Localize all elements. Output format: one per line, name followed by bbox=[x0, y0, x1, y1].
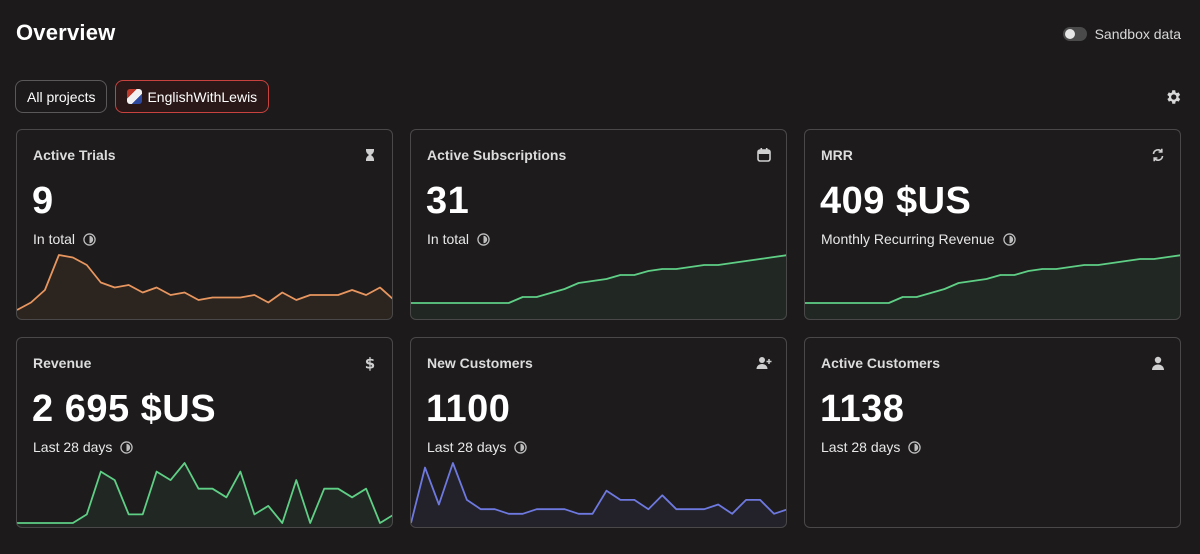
card-subtitle: Last 28 days bbox=[427, 439, 528, 455]
info-icon[interactable] bbox=[908, 440, 922, 454]
filter-all-projects[interactable]: All projects bbox=[15, 80, 108, 113]
sparkline-line bbox=[17, 254, 392, 311]
calendar-icon bbox=[757, 148, 771, 162]
filter-label: All projects bbox=[27, 88, 96, 105]
card-title: Active Trials bbox=[33, 147, 116, 163]
svg-text:$: $ bbox=[365, 355, 375, 371]
project-filters: All projects EnglishWithLewis bbox=[15, 80, 270, 113]
hourglass-icon bbox=[366, 149, 374, 161]
card-subtitle-text: Monthly Recurring Revenue bbox=[821, 231, 995, 247]
card-subtitle: Monthly Recurring Revenue bbox=[821, 231, 1016, 247]
card-subtitle-text: Last 28 days bbox=[821, 439, 901, 455]
card-subtitle-text: Last 28 days bbox=[427, 439, 507, 455]
info-icon[interactable] bbox=[120, 440, 134, 454]
card-value: 1100 bbox=[426, 388, 511, 430]
gear-icon[interactable] bbox=[1164, 88, 1182, 106]
card-subtitle: Last 28 days bbox=[33, 439, 134, 455]
card-mrr[interactable]: MRR 409 $US Monthly Recurring Revenue bbox=[804, 129, 1181, 320]
info-icon[interactable] bbox=[1002, 232, 1016, 246]
card-subtitle-text: Last 28 days bbox=[33, 439, 113, 455]
sparkline-area bbox=[17, 463, 392, 527]
sparkline-area bbox=[411, 463, 786, 527]
add-user-icon bbox=[756, 357, 772, 369]
sparkline bbox=[411, 254, 786, 319]
sparkline-area bbox=[411, 255, 786, 319]
card-title: Revenue bbox=[33, 355, 92, 371]
card-value: 9 bbox=[32, 180, 54, 222]
sparkline bbox=[805, 457, 1181, 527]
sparkline bbox=[17, 254, 392, 319]
card-title: New Customers bbox=[427, 355, 533, 371]
card-value: 31 bbox=[426, 180, 470, 222]
card-active-subscriptions[interactable]: Active Subscriptions 31 In total bbox=[410, 129, 787, 320]
sparkline-line bbox=[411, 254, 786, 304]
dollar-icon: $ bbox=[365, 355, 375, 371]
sparkline-line bbox=[17, 462, 392, 524]
card-active-customers[interactable]: Active Customers 1138 Last 28 days bbox=[804, 337, 1181, 528]
card-subtitle-text: In total bbox=[427, 231, 470, 247]
sandbox-toggle[interactable]: Sandbox data bbox=[1062, 26, 1181, 42]
card-new-customers[interactable]: New Customers 1100 Last 28 days bbox=[410, 337, 787, 528]
card-value: 1138 bbox=[820, 388, 905, 430]
info-icon[interactable] bbox=[514, 440, 528, 454]
card-subtitle: In total bbox=[427, 231, 490, 247]
card-subtitle-text: In total bbox=[33, 231, 76, 247]
sparkline-line bbox=[411, 462, 786, 524]
card-subtitle: Last 28 days bbox=[821, 439, 922, 455]
sparkline bbox=[411, 462, 786, 527]
sparkline-area bbox=[805, 255, 1180, 319]
sparkline-line bbox=[805, 254, 1180, 304]
card-title: MRR bbox=[821, 147, 853, 163]
card-active-trials[interactable]: Active Trials 9 In total bbox=[16, 129, 393, 320]
sparkline bbox=[805, 254, 1180, 319]
filter-label: EnglishWithLewis bbox=[147, 88, 258, 105]
refresh-icon bbox=[1152, 148, 1164, 162]
sandbox-label: Sandbox data bbox=[1094, 26, 1181, 42]
info-icon[interactable] bbox=[83, 232, 96, 246]
card-title: Active Customers bbox=[821, 355, 941, 371]
user-icon bbox=[1152, 356, 1164, 370]
card-title: Active Subscriptions bbox=[427, 147, 567, 163]
sparkline-area bbox=[17, 255, 392, 319]
card-revenue[interactable]: Revenue $ 2 695 $US Last 28 days bbox=[16, 337, 393, 528]
card-value: 2 695 $US bbox=[32, 388, 217, 430]
card-value: 409 $US bbox=[820, 180, 972, 222]
filter-project[interactable]: EnglishWithLewis bbox=[115, 80, 270, 113]
sparkline bbox=[17, 462, 392, 527]
info-icon[interactable] bbox=[477, 232, 490, 246]
toggle-switch-icon[interactable] bbox=[1062, 27, 1087, 41]
project-logo-icon bbox=[127, 89, 143, 104]
page-title: Overview bbox=[16, 20, 116, 45]
card-subtitle: In total bbox=[33, 231, 96, 247]
